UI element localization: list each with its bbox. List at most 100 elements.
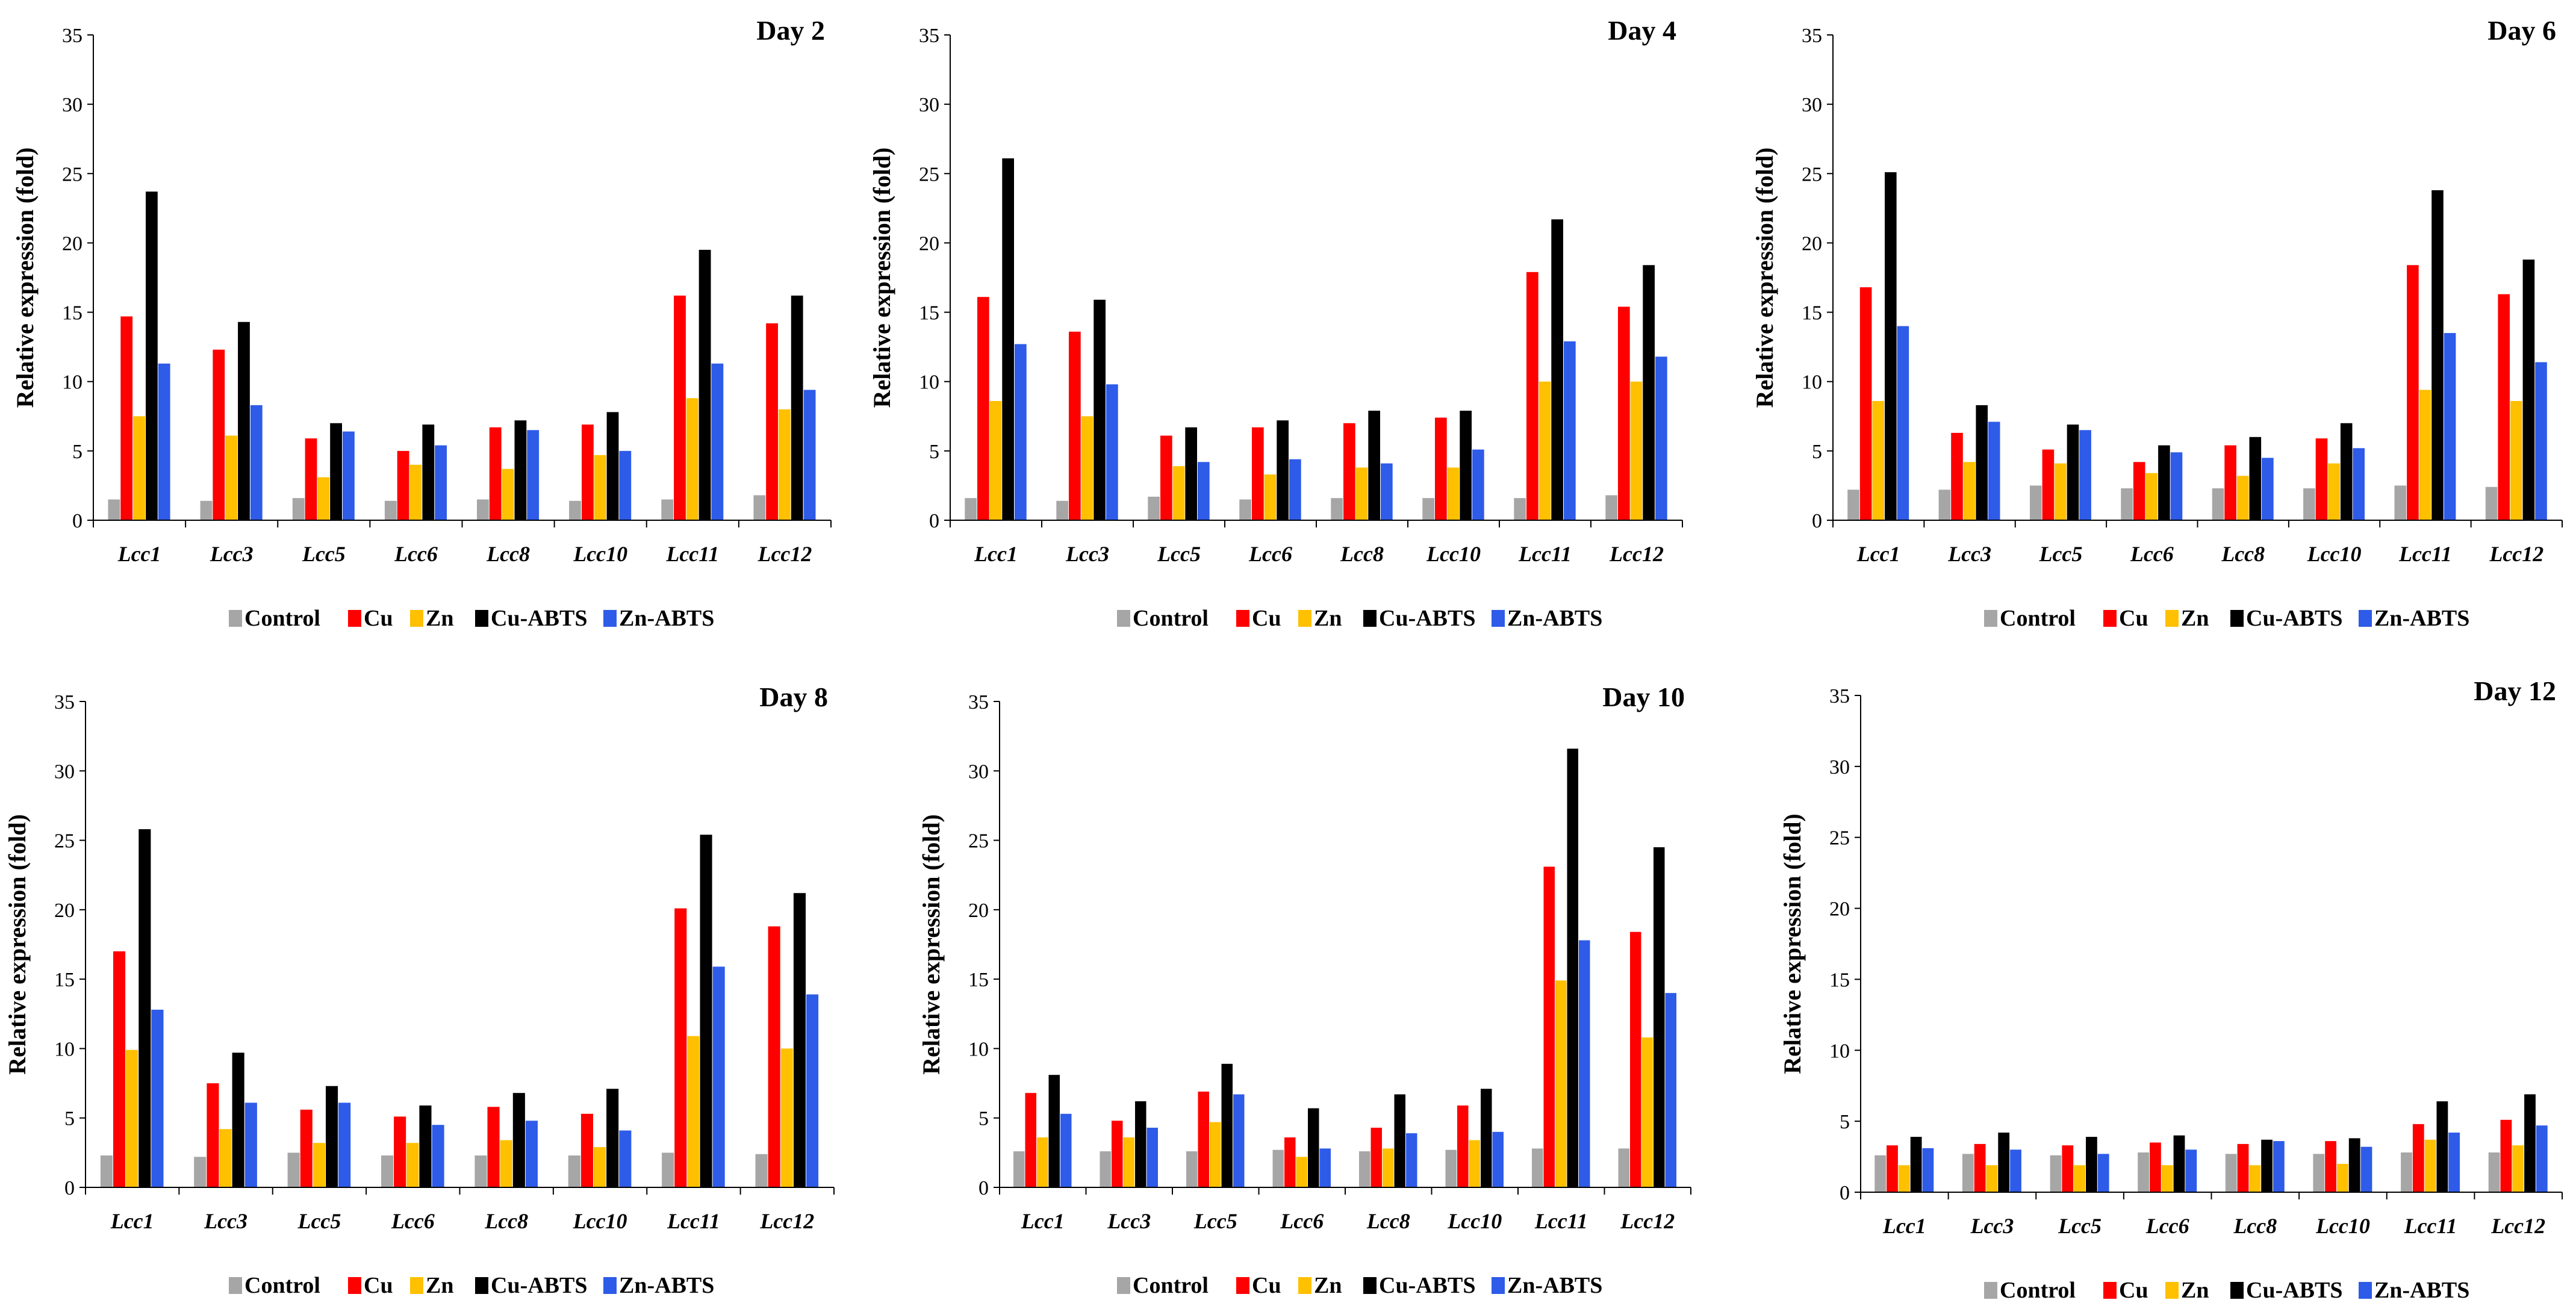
- bar-zn-abts-lcc1: [1060, 1113, 1072, 1187]
- y-tick-label: 5: [1840, 1111, 1850, 1133]
- bar-control-lcc1: [108, 499, 120, 520]
- bar-zn-lcc8: [1383, 1148, 1394, 1187]
- category-label: Lcc10: [2307, 542, 2362, 566]
- bar-cu-lcc10: [1457, 1105, 1469, 1187]
- category-label: Lcc1: [1856, 542, 1900, 566]
- bar-zn-lcc3: [1123, 1137, 1134, 1187]
- bar-control-lcc5: [292, 498, 305, 520]
- bar-zn-lcc10: [2328, 463, 2340, 520]
- bar-control-lcc5: [1148, 496, 1160, 520]
- category-label: Lcc5: [1157, 542, 1201, 566]
- bar-cu-abts-lcc8: [514, 420, 527, 520]
- legend-label-control: Control: [2000, 1278, 2076, 1303]
- legend-label-zn-abts: Zn-ABTS: [1507, 606, 1602, 631]
- bar-zn-abts-lcc12: [1655, 356, 1667, 520]
- legend-label-cu-abts: Cu-ABTS: [1379, 606, 1476, 631]
- y-tick-label: 5: [72, 441, 82, 463]
- category-label: Lcc10: [573, 542, 627, 566]
- bar-zn-lcc12: [2512, 1145, 2524, 1192]
- bar-zn-abts-lcc10: [2353, 448, 2365, 520]
- bar-zn-abts-lcc5: [1233, 1094, 1245, 1187]
- category-label: Lcc11: [2398, 542, 2452, 566]
- category-label: Lcc10: [573, 1209, 627, 1233]
- bar-cu-lcc11: [674, 295, 686, 520]
- y-tick-label: 30: [919, 94, 939, 116]
- legend-swatch-zn-abts: [1492, 1277, 1505, 1294]
- bar-control-lcc3: [200, 500, 213, 520]
- bar-control-lcc12: [2488, 1152, 2500, 1192]
- bar-zn-abts-lcc12: [1665, 993, 1676, 1187]
- panel-title: Day 12: [2474, 676, 2556, 706]
- legend-swatch-cu: [1236, 1277, 1249, 1294]
- legend-swatch-control: [1117, 610, 1130, 627]
- bar-cu-abts-lcc10: [1460, 411, 1472, 520]
- y-tick-label: 15: [919, 302, 939, 325]
- bar-cu-lcc6: [2150, 1142, 2161, 1192]
- bar-zn-lcc10: [1447, 467, 1460, 520]
- category-label: Lcc11: [665, 542, 719, 566]
- y-tick-label: 25: [62, 163, 82, 185]
- bar-cu-lcc5: [2062, 1145, 2074, 1192]
- bar-control-lcc10: [1445, 1149, 1457, 1187]
- category-label: Lcc8: [486, 542, 530, 566]
- legend-label-zn: Zn: [426, 1273, 453, 1298]
- bar-cu-abts-lcc3: [1135, 1101, 1146, 1187]
- bar-zn-abts-lcc11: [711, 363, 724, 520]
- bar-cu-abts-lcc3: [238, 322, 250, 520]
- bar-zn-lcc8: [500, 1140, 512, 1187]
- bar-cu-lcc8: [2224, 445, 2236, 520]
- y-axis-title: Relative expression (fold): [918, 814, 945, 1075]
- bar-zn-abts-lcc1: [151, 1009, 164, 1187]
- chart-panel-1: 0 5 10 15 20 25 30 35 Lcc1 Lcc3 Lcc5 Lcc6 Lcc8 Lcc10 L…: [11, 15, 832, 631]
- bar-zn-lcc1: [126, 1049, 138, 1187]
- y-tick-label: 15: [1802, 302, 1822, 325]
- y-tick-label: 10: [919, 372, 939, 394]
- legend-swatch-zn: [410, 610, 423, 627]
- bar-cu-lcc1: [1887, 1145, 1898, 1192]
- y-tick-label: 30: [968, 760, 989, 783]
- bar-cu-lcc6: [397, 450, 409, 520]
- bar-zn-abts-lcc6: [1319, 1148, 1331, 1187]
- category-label: Lcc8: [1340, 542, 1384, 566]
- bar-control-lcc6: [1272, 1149, 1284, 1187]
- legend-label-zn-abts: Zn-ABTS: [619, 606, 714, 631]
- category-label: Lcc3: [1947, 542, 1991, 566]
- bar-cu-lcc11: [674, 908, 687, 1187]
- bar-zn-abts-lcc3: [2010, 1149, 2021, 1192]
- y-tick-label: 20: [62, 232, 82, 255]
- category-label: Lcc1: [1021, 1209, 1065, 1233]
- category-label: Lcc1: [1882, 1214, 1926, 1238]
- bar-control-lcc12: [2485, 487, 2498, 520]
- bar-cu-abts-lcc1: [1048, 1075, 1060, 1187]
- bar-control-lcc11: [661, 499, 674, 520]
- y-tick-label: 20: [1802, 232, 1822, 255]
- category-label: Lcc11: [1534, 1209, 1588, 1233]
- bar-zn-lcc8: [2236, 476, 2249, 520]
- bar-zn-abts-lcc6: [435, 445, 447, 520]
- legend-label-cu: Cu: [1252, 606, 1281, 631]
- chart-panel-5: 0 5 10 15 20 25 30 35 Lcc1 Lcc3 Lcc5 Lcc6 Lcc8 Lcc10 L…: [918, 682, 1691, 1298]
- bar-control-lcc12: [1618, 1148, 1629, 1187]
- legend-label-cu-abts: Cu-ABTS: [1379, 1273, 1476, 1298]
- y-tick-label: 10: [62, 372, 82, 394]
- bar-zn-abts-lcc11: [712, 966, 725, 1187]
- bar-cu-abts-lcc3: [1998, 1133, 2010, 1192]
- y-tick-label: 5: [1812, 441, 1822, 463]
- legend-swatch-cu-abts: [475, 610, 488, 627]
- y-axis-title: Relative expression (fold): [1751, 148, 1778, 408]
- legend-swatch-cu: [1236, 610, 1249, 627]
- bar-zn-abts-lcc8: [1406, 1133, 1417, 1187]
- bar-zn-abts-lcc5: [1198, 462, 1210, 520]
- y-tick-label: 0: [978, 1177, 989, 1199]
- bar-zn-lcc6: [1296, 1157, 1307, 1187]
- y-tick-label: 10: [1802, 372, 1822, 394]
- category-label: Lcc3: [204, 1209, 247, 1233]
- y-tick-label: 25: [1802, 163, 1822, 185]
- bar-cu-abts-lcc10: [606, 412, 619, 520]
- bar-control-lcc8: [474, 1155, 487, 1187]
- bar-cu-abts-lcc12: [1643, 265, 1655, 520]
- bar-cu-lcc1: [113, 951, 126, 1187]
- y-tick-label: 35: [62, 25, 82, 47]
- legend-swatch-zn: [410, 1277, 423, 1294]
- bar-zn-lcc11: [1538, 381, 1551, 520]
